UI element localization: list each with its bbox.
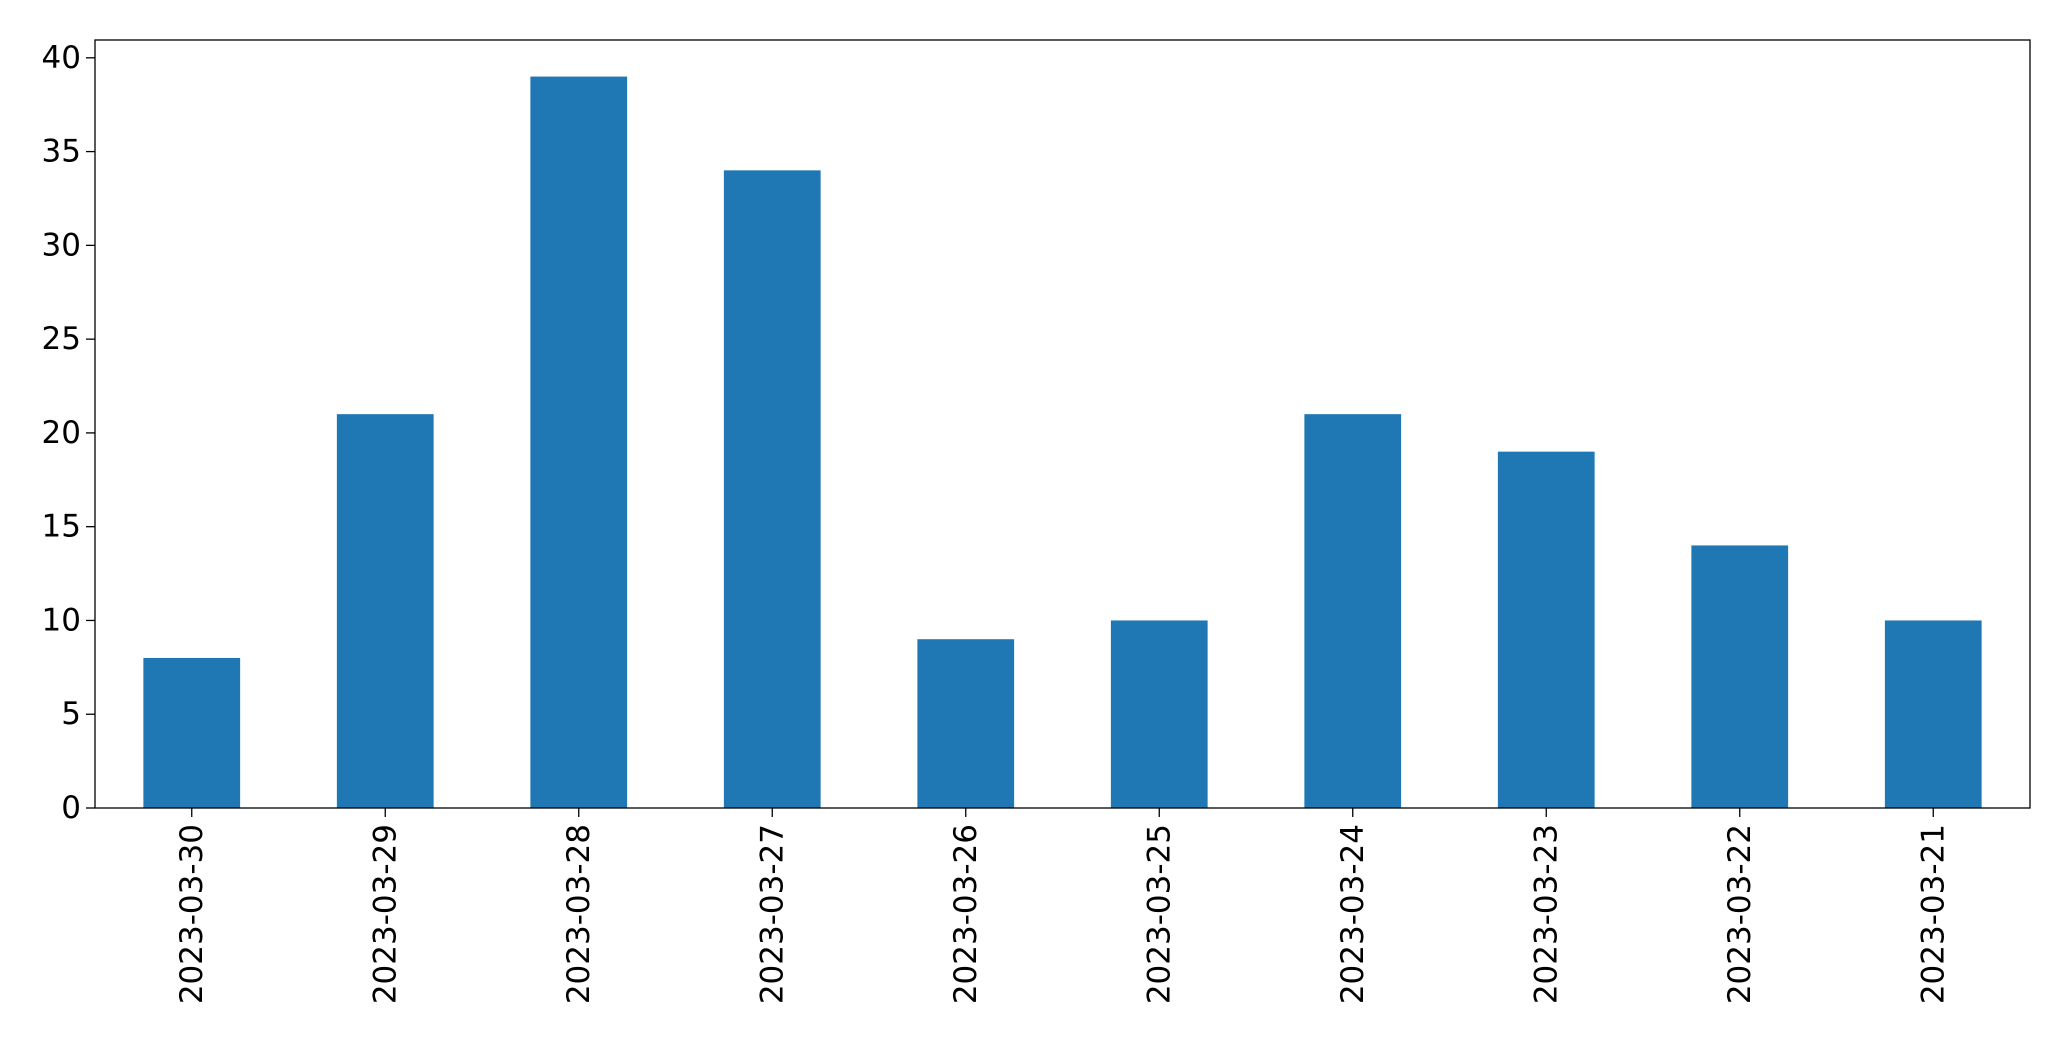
y-tick-label: 35 [42,134,81,170]
bar [917,639,1015,808]
y-tick-label: 40 [42,40,81,76]
x-tick-label: 2023-03-25 [1141,824,1177,1004]
bar [336,414,434,808]
bar [723,170,821,808]
y-tick-label: 30 [42,227,81,263]
x-tick-label: 2023-03-26 [948,824,984,1004]
x-tick-label: 2023-03-21 [1915,824,1951,1004]
bar [143,657,241,808]
bar [1304,414,1402,808]
bar [1884,620,1982,808]
x-tick-label: 2023-03-29 [367,824,403,1004]
y-tick-label: 10 [42,602,81,638]
x-tick-label: 2023-03-22 [1722,824,1758,1004]
y-tick-label: 20 [42,415,81,451]
y-tick-label: 0 [61,790,81,826]
y-tick-label: 25 [42,321,81,357]
x-tick-label: 2023-03-30 [174,824,210,1004]
bar [530,76,628,809]
y-tick-label: 5 [61,696,81,732]
x-tick-label: 2023-03-28 [561,824,597,1004]
x-tick-label: 2023-03-23 [1528,824,1564,1004]
x-tick-label: 2023-03-24 [1335,824,1371,1004]
bar [1691,545,1789,808]
y-tick-label: 15 [42,509,81,545]
x-tick-label: 2023-03-27 [754,824,790,1004]
plot-frame [94,39,2031,809]
bar [1497,451,1595,808]
bar [1110,620,1208,808]
